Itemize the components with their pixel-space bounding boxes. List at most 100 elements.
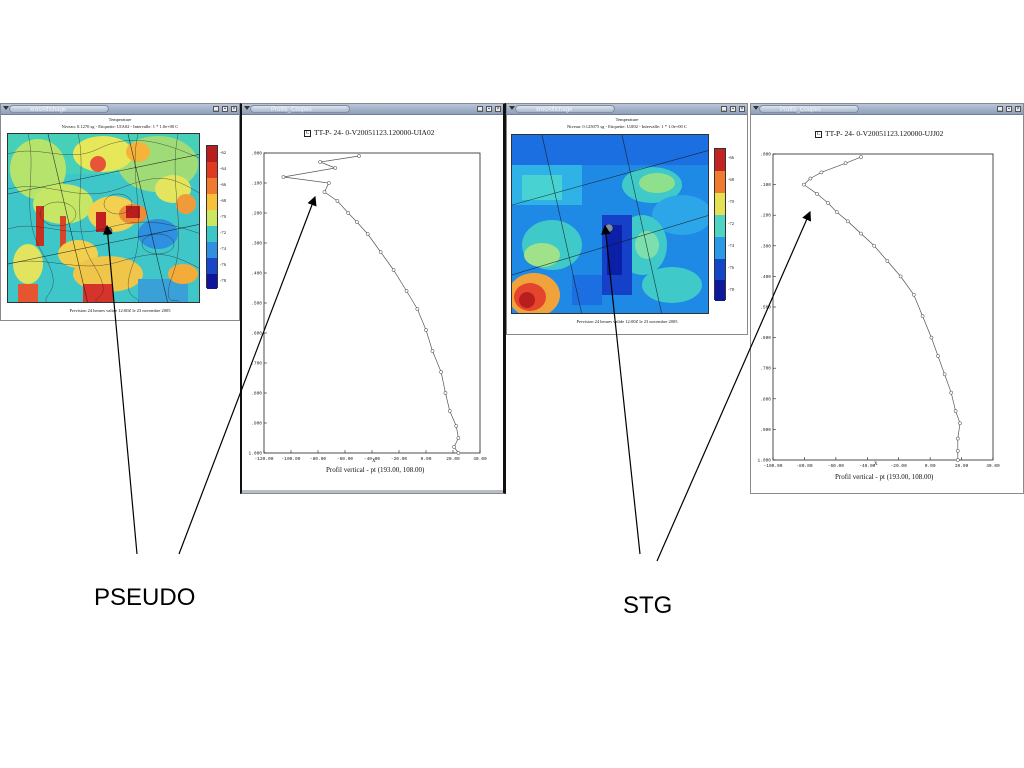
minimize-icon[interactable]: _	[213, 106, 219, 112]
profile-point	[454, 424, 459, 428]
profile-point	[335, 199, 340, 203]
colorbar-label: -76	[728, 265, 734, 270]
x-tick-label: 40.00	[986, 463, 1000, 469]
profile-point	[843, 161, 848, 166]
x-tick-label: -60.00	[337, 456, 354, 462]
title-tab: xrecAffichage	[9, 105, 109, 113]
window-title: xrecAffichage	[30, 107, 67, 113]
y-tick-label: .300	[760, 243, 771, 249]
pseudo-label: PSEUDO	[94, 584, 196, 611]
temperature-map[interactable]	[511, 134, 709, 314]
map-caption-title: Temperature	[108, 117, 132, 122]
colorbar-label: -66	[728, 155, 734, 160]
profile-point	[318, 160, 323, 164]
title-bar[interactable]: Profils_Coupes _ ▪ ×	[242, 104, 503, 115]
map-caption-title: Temperature	[615, 117, 639, 122]
window-menu-icon[interactable]	[3, 106, 9, 110]
title-tab: xrecAffichage	[515, 105, 615, 113]
profile-point	[430, 349, 435, 353]
minimize-icon[interactable]: _	[477, 106, 483, 112]
close-icon[interactable]: ×	[495, 106, 501, 112]
profile-point	[443, 391, 448, 395]
profile-line	[283, 155, 459, 454]
y-tick-label: .900	[760, 427, 771, 433]
y-tick-label: .700	[251, 361, 262, 367]
x-tick-label: -120.00	[255, 456, 274, 462]
profile-point	[859, 231, 863, 236]
window-menu-icon[interactable]	[244, 106, 250, 110]
colorbar-label: -72	[728, 221, 734, 226]
y-tick-label: .300	[251, 241, 262, 247]
vertical-profile-plot[interactable]: .000 .100 .200 .300 .400 .500 .600 .700 .800 .900…	[751, 144, 1024, 474]
colorbar-right	[714, 148, 726, 301]
profile-point	[357, 154, 361, 158]
profile-point	[953, 409, 958, 413]
x-tick-label: 0.00	[925, 463, 936, 469]
profile-point	[424, 328, 428, 332]
window-title: Profils_Coupes	[271, 107, 312, 113]
title-bar[interactable]: xrecAffichage _ ▪ ×	[1, 104, 239, 115]
title-bar[interactable]: xrecAffichage _ ▪ ×	[507, 104, 747, 115]
profile-point	[942, 372, 947, 377]
profile-point	[456, 451, 461, 455]
colorbar-label: -68	[728, 177, 734, 182]
close-icon[interactable]: ×	[1015, 106, 1021, 112]
x-tick-label: 20.00	[955, 463, 969, 469]
x-tick-label: -80.00	[310, 456, 327, 462]
close-icon[interactable]: ×	[739, 106, 745, 112]
window-menu-icon[interactable]	[509, 106, 515, 110]
colorbar-label: -78	[220, 278, 226, 283]
colorbar-label: -70	[220, 214, 226, 219]
minimize-icon[interactable]: _	[997, 106, 1003, 112]
y-tick-label: .200	[760, 213, 771, 219]
maximize-icon[interactable]: ▪	[1006, 106, 1012, 112]
x-axis-name: X	[874, 462, 878, 467]
x-tick-label: -100.00	[764, 463, 783, 469]
profile-point	[834, 210, 839, 214]
profile-point	[404, 289, 409, 293]
temperature-map[interactable]	[7, 133, 200, 303]
profile-point	[955, 458, 960, 462]
y-tick-label: .500	[760, 305, 771, 311]
maximize-icon[interactable]: ▪	[486, 106, 492, 112]
x-tick-label: 40.00	[473, 456, 487, 462]
profile-point	[819, 170, 824, 175]
profile-point	[872, 243, 877, 248]
title-bar[interactable]: Profils_Coupes _ ▪ ×	[751, 104, 1023, 115]
colorbar-left	[206, 145, 218, 289]
profile-point	[898, 274, 903, 279]
profile-point	[355, 220, 359, 224]
plot-frame	[263, 152, 481, 454]
x-tick-label: -20.00	[891, 463, 908, 469]
profile-point	[826, 201, 830, 205]
plot-title-text: TT-P- 24- 0-V20051123.120000-UJJ02	[825, 129, 944, 138]
y-tick-label: 1.000	[248, 451, 262, 457]
profile-point	[365, 232, 370, 236]
profile-point	[346, 211, 351, 215]
temperature-contour-map	[8, 134, 199, 302]
y-tick-label: .800	[760, 396, 771, 402]
y-tick-label: .600	[251, 331, 262, 337]
profile-point	[378, 250, 383, 254]
minimize-icon[interactable]: _	[721, 106, 727, 112]
close-icon[interactable]: ×	[231, 106, 237, 112]
y-tick-label: .200	[251, 211, 262, 217]
profile-point	[333, 166, 338, 170]
colorbar-label: -74	[220, 246, 226, 251]
plot-type-icon: C	[304, 129, 311, 137]
y-tick-label: .600	[760, 335, 771, 341]
stg-label: STG	[623, 592, 673, 619]
colorbar-label: -74	[728, 243, 734, 248]
vertical-profile-plot[interactable]: .000 .100 .200 .300 .400 .500 .600 .700 .800 .900…	[242, 144, 508, 474]
colorbar-label: -70	[728, 199, 734, 204]
map-caption-info: Niveau: 0.125075 sg - Etiquette: UJJ02 -…	[567, 124, 687, 129]
profile-point	[456, 436, 461, 440]
maximize-icon[interactable]: ▪	[222, 106, 228, 112]
window-menu-icon[interactable]	[753, 106, 759, 110]
title-tab: Profils_Coupes	[759, 105, 859, 113]
profile-point	[949, 390, 954, 395]
profile-point	[452, 445, 456, 449]
colorbar-label: -78	[728, 287, 734, 292]
x-tick-label: 0.00	[421, 456, 432, 462]
maximize-icon[interactable]: ▪	[730, 106, 736, 112]
